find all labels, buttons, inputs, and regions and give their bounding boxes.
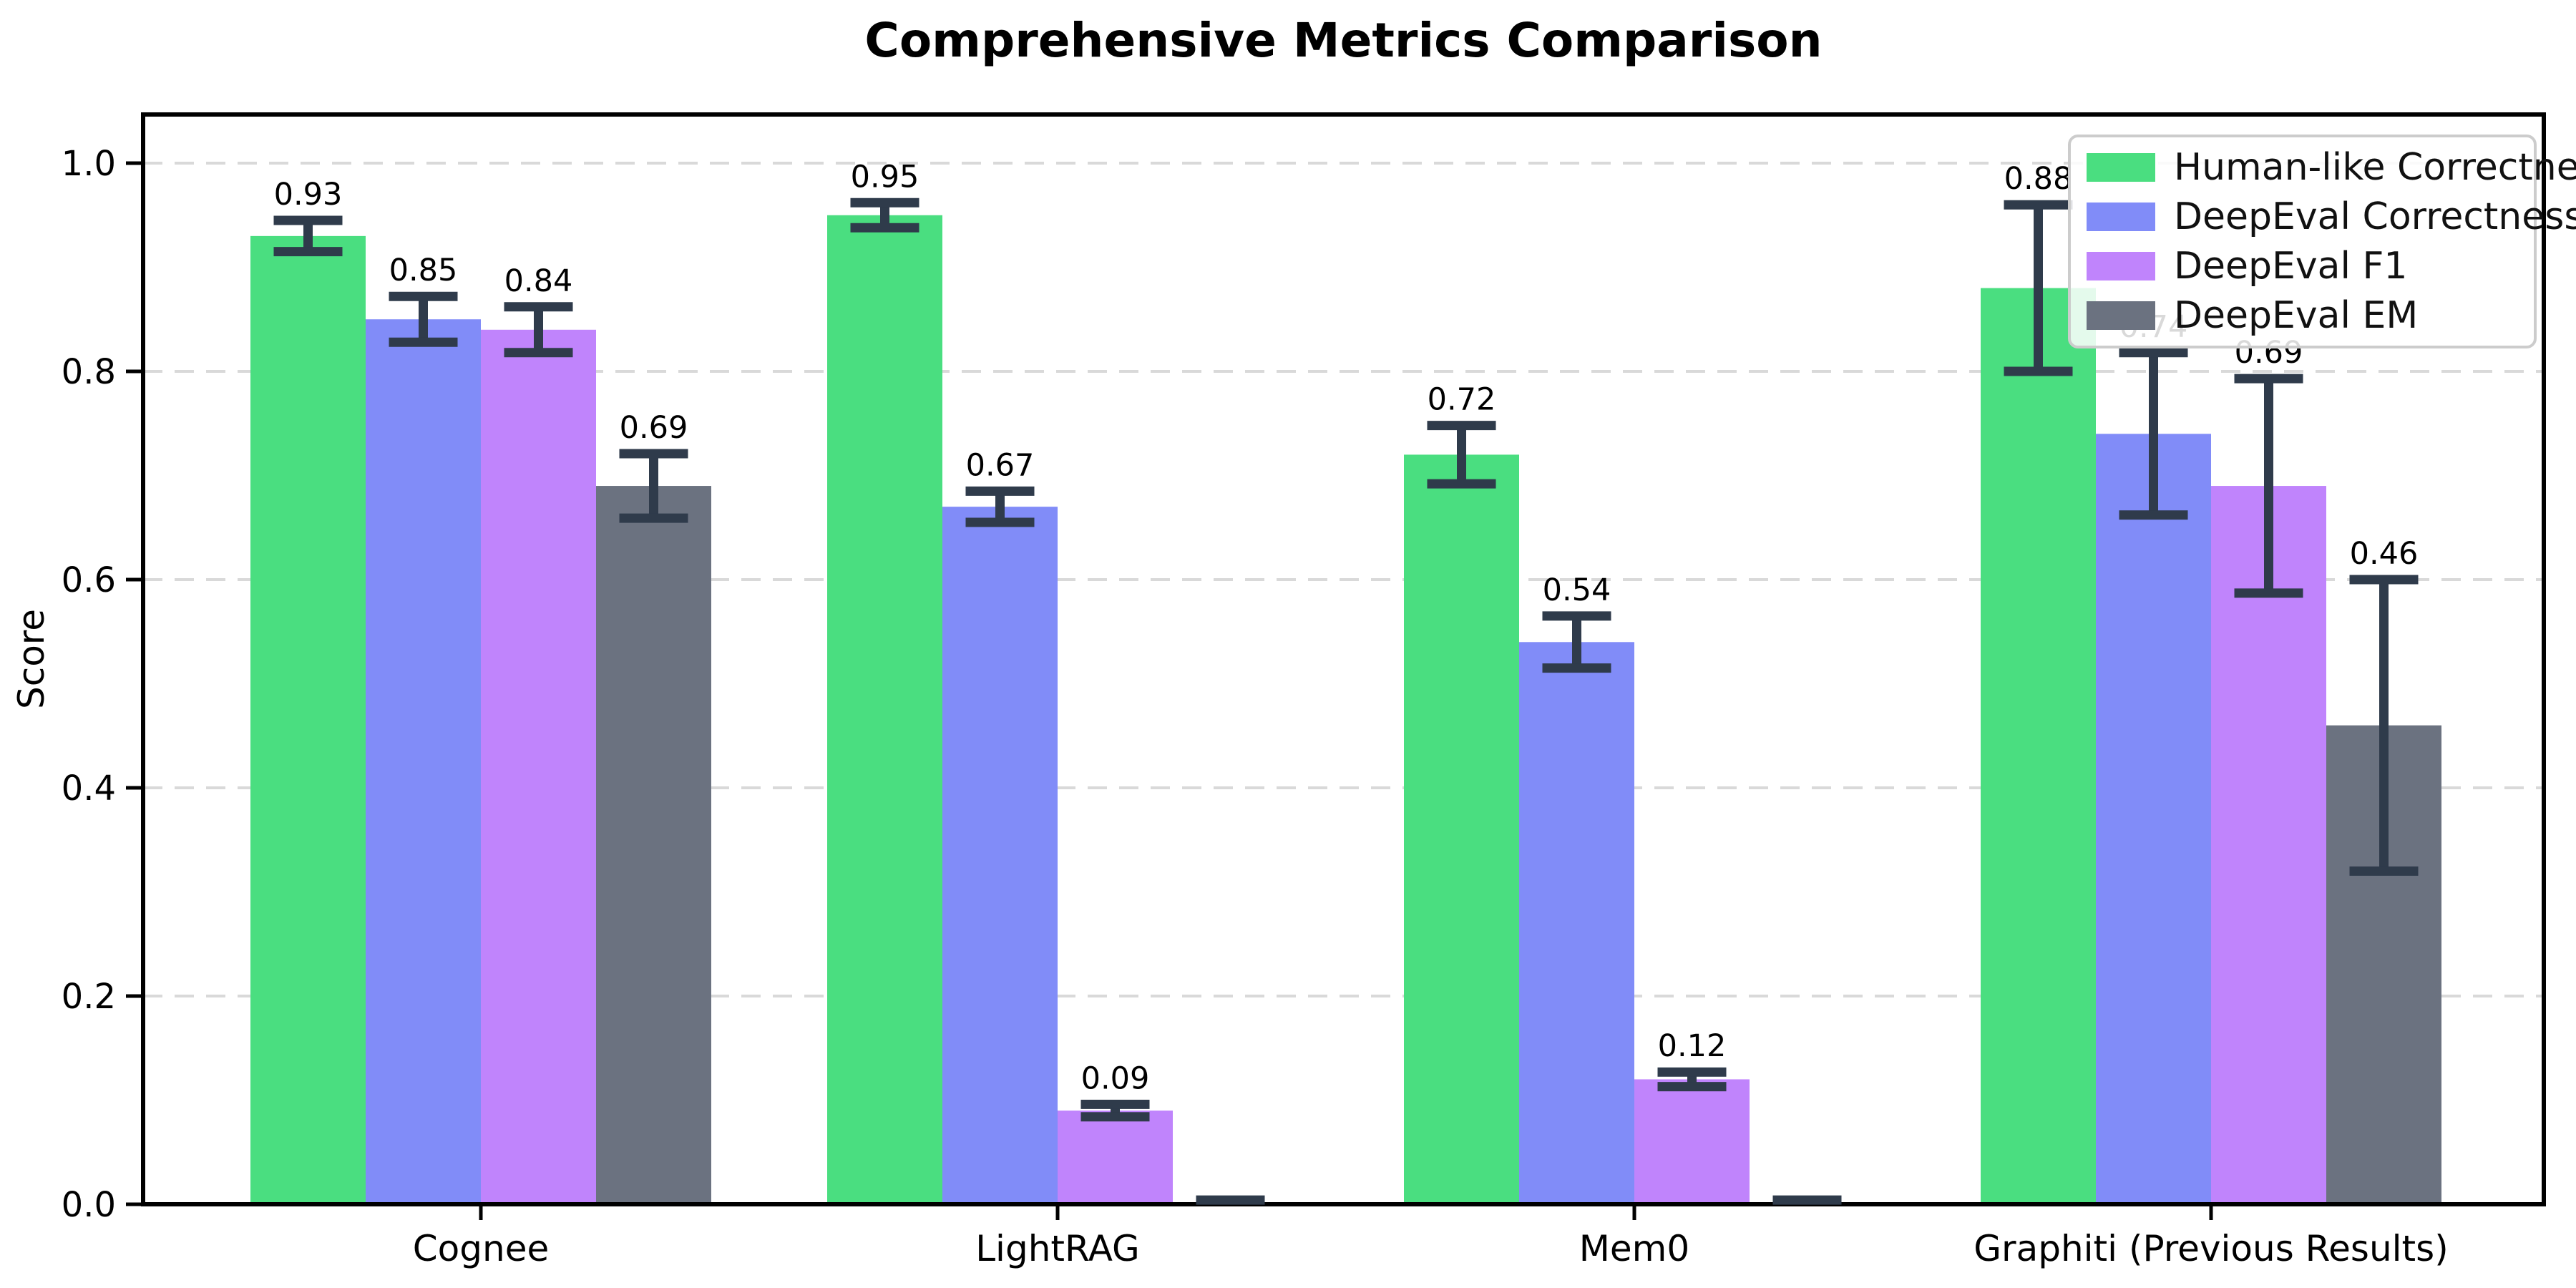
bar bbox=[250, 235, 366, 1205]
bar bbox=[481, 329, 596, 1204]
legend-item: Human-like Correctness bbox=[2087, 149, 2576, 186]
bar bbox=[1634, 1079, 1750, 1204]
legend-color-swatch bbox=[2087, 203, 2155, 231]
bar-value-label: 0.69 bbox=[620, 410, 688, 446]
x-tick-label: Mem0 bbox=[1579, 1228, 1689, 1269]
bar-value-label: 0.84 bbox=[504, 263, 573, 299]
bar bbox=[1058, 1111, 1173, 1204]
y-tick-label: 0.8 bbox=[62, 352, 116, 392]
bar-value-label: 0.12 bbox=[1658, 1028, 1727, 1064]
y-tick-label: 0.2 bbox=[62, 977, 116, 1017]
bar bbox=[827, 215, 942, 1204]
bar bbox=[2096, 434, 2211, 1204]
legend-item: DeepEval Correctness bbox=[2087, 198, 2576, 235]
bar-value-label: 0.95 bbox=[851, 159, 919, 195]
y-tick-label: 1.0 bbox=[62, 144, 116, 184]
bar-value-label: 0.72 bbox=[1428, 382, 1496, 418]
bar bbox=[1519, 642, 1634, 1204]
legend-label: Human-like Correctness bbox=[2174, 146, 2576, 189]
plot-frame bbox=[141, 112, 2546, 1206]
chart-title: Comprehensive Metrics Comparison bbox=[864, 13, 1823, 68]
legend-color-swatch bbox=[2087, 252, 2155, 280]
legend-color-swatch bbox=[2087, 301, 2155, 330]
legend-item: DeepEval F1 bbox=[2087, 248, 2519, 285]
bar bbox=[1981, 288, 2096, 1205]
bar-value-label: 0.46 bbox=[2350, 536, 2419, 572]
bar-value-label: 0.09 bbox=[1081, 1060, 1150, 1096]
legend-item: DeepEval EM bbox=[2087, 297, 2519, 334]
legend: Human-like Correctness DeepEval Correctne… bbox=[2068, 135, 2576, 348]
bar bbox=[2211, 486, 2326, 1204]
legend-label: DeepEval F1 bbox=[2174, 245, 2408, 288]
bar-value-label: 0.93 bbox=[274, 177, 343, 213]
bar-value-label: 0.85 bbox=[389, 253, 458, 288]
y-tick-label: 0.0 bbox=[62, 1185, 116, 1225]
bar bbox=[942, 507, 1058, 1204]
x-tick-label: Cognee bbox=[413, 1228, 549, 1269]
x-tick-label: Graphiti (Previous Results) bbox=[1974, 1228, 2448, 1269]
legend-color-swatch bbox=[2087, 153, 2155, 182]
bar-value-label: 0.88 bbox=[2004, 161, 2073, 197]
bar-value-label: 0.67 bbox=[966, 447, 1035, 483]
y-tick-label: 0.6 bbox=[62, 560, 116, 600]
bar-value-label: 0.54 bbox=[1543, 572, 1611, 608]
bar bbox=[1404, 454, 1519, 1204]
legend-label: DeepEval Correctness bbox=[2174, 195, 2576, 238]
y-tick-label: 0.4 bbox=[62, 769, 116, 809]
bar bbox=[596, 486, 711, 1204]
x-tick-label: LightRAG bbox=[975, 1228, 1140, 1269]
legend-label: DeepEval EM bbox=[2174, 294, 2419, 337]
bar bbox=[366, 319, 481, 1204]
